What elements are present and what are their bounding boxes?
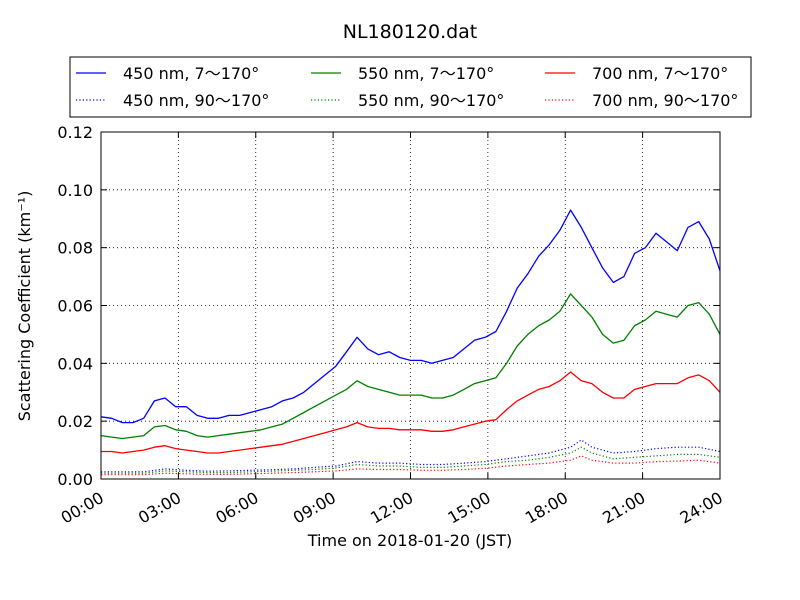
legend-entry: 450 nm, 7～170°	[123, 64, 259, 83]
series-line-0	[100, 209, 721, 424]
y-tick-label: 0.02	[57, 412, 93, 431]
legend-entry: 550 nm, 7～170°	[358, 64, 494, 83]
series-line-1	[100, 293, 721, 440]
series-line-4	[101, 446, 721, 474]
legend-frame	[69, 56, 752, 118]
series-line-2	[101, 371, 721, 454]
legend: 450 nm, 7～170° 550 nm, 7～170° 700 nm, 7～17…	[69, 56, 752, 118]
series-line-5	[101, 455, 721, 476]
legend-entry: 550 nm, 90～170°	[358, 91, 504, 110]
y-tick-label: 0.10	[57, 181, 93, 200]
legend-entry: 700 nm, 7～170°	[592, 64, 728, 83]
y-tick-label: 0.04	[57, 354, 93, 373]
legend-entry: 450 nm, 90～170°	[123, 91, 269, 110]
chart-title: NL180120.dat	[343, 21, 478, 43]
x-axis-label: Time on 2018-01-20 (JST)	[307, 531, 512, 550]
legend-entry: 700 nm, 90～170°	[592, 91, 738, 110]
y-axis-label: Scattering Coefficient (km⁻¹)	[15, 191, 34, 422]
y-tick-label: 0.06	[57, 297, 93, 316]
y-tick-label: 0.08	[57, 239, 93, 258]
y-tick-label: 0.12	[57, 123, 93, 142]
y-tick-label: 0.00	[57, 470, 93, 489]
series-group	[100, 209, 721, 476]
